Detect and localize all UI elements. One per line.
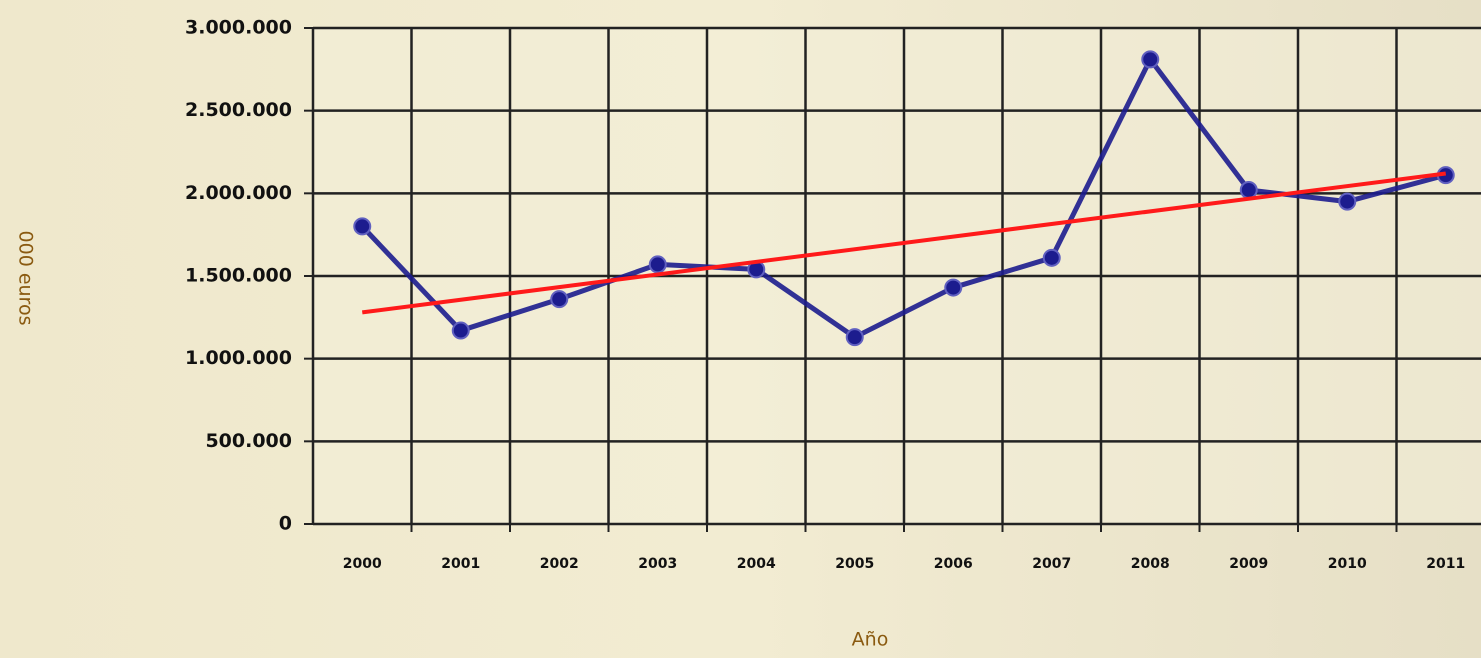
data-point	[845, 328, 864, 347]
x-tick-label: 2004	[737, 556, 776, 572]
x-tick-label: 2005	[835, 556, 874, 572]
data-line	[360, 56, 1447, 340]
data-point	[1239, 181, 1258, 200]
x-tick-label: 2003	[638, 556, 677, 572]
data-point	[550, 290, 569, 309]
data-point	[1141, 50, 1160, 69]
x-tick-label: 2002	[540, 556, 579, 572]
y-tick-label: 1.000.000	[185, 347, 292, 369]
x-axis-label: Año	[852, 629, 889, 651]
data-point	[451, 321, 470, 340]
data-point	[648, 255, 667, 274]
x-tick-label: 2011	[1426, 556, 1465, 572]
x-tick-label: 2009	[1229, 556, 1268, 572]
trend-line	[361, 171, 1447, 315]
y-axis-label: 000 euros	[15, 231, 37, 326]
data-point	[353, 217, 372, 236]
x-tick-label: 2006	[934, 556, 973, 572]
y-tick-label: 1.500.000	[185, 265, 292, 287]
y-tick-label: 2.500.000	[185, 99, 292, 121]
x-tick-label: 2001	[441, 556, 480, 572]
x-tick-label: 2007	[1032, 556, 1071, 572]
data-point	[1042, 248, 1061, 267]
x-tick-label: 2000	[343, 556, 382, 572]
x-tick-label: 2010	[1328, 556, 1367, 572]
data-point	[1338, 192, 1357, 211]
y-tick-label: 500.000	[205, 430, 292, 452]
x-tick-label: 2008	[1131, 556, 1170, 572]
data-point	[944, 278, 963, 297]
y-tick-label: 2.000.000	[185, 182, 292, 204]
y-tick-label: 3.000.000	[185, 17, 292, 39]
y-tick-label: 0	[279, 513, 292, 535]
